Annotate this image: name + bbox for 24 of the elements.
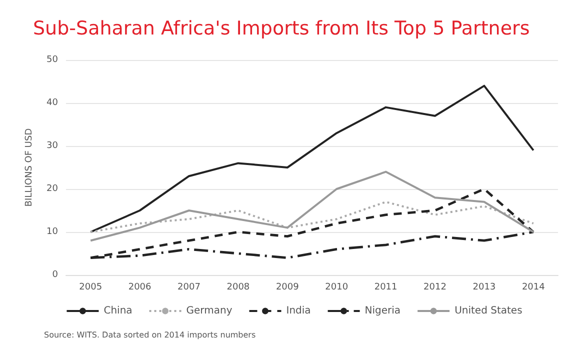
y-tick-label: 20 — [46, 184, 58, 194]
x-tick-label: 2011 — [374, 282, 398, 292]
x-tick-label: 2010 — [325, 282, 348, 292]
x-tick-label: 2008 — [226, 282, 250, 292]
x-tick-label: 2009 — [276, 282, 300, 292]
x-tick-label: 2007 — [178, 282, 200, 292]
legend-label: Germany — [186, 306, 232, 316]
y-tick-label: 40 — [46, 98, 58, 108]
source-note: Source: WITS. Data sorted on 2014 imports numbers — [44, 330, 256, 340]
legend-label: Nigeria — [364, 306, 401, 316]
legend-label: United States — [454, 306, 522, 316]
x-tick-label: 2014 — [522, 282, 546, 292]
x-tick-label: 2006 — [128, 282, 152, 292]
chart-title: Sub-Saharan Africa's Imports from Its Top 5 Partners — [33, 18, 530, 40]
y-tick-label: 0 — [52, 270, 58, 280]
y-tick-label: 50 — [46, 55, 58, 65]
x-tick-label: 2013 — [472, 282, 496, 292]
x-tick-label: 2012 — [424, 282, 446, 292]
legend-label: China — [104, 306, 132, 316]
y-tick-label: 10 — [46, 227, 58, 237]
y-tick-label: 30 — [46, 141, 58, 151]
x-tick-label: 2005 — [79, 282, 102, 292]
y-axis-title: BILLIONS OF USD — [24, 128, 34, 207]
legend-label: India — [286, 306, 311, 316]
